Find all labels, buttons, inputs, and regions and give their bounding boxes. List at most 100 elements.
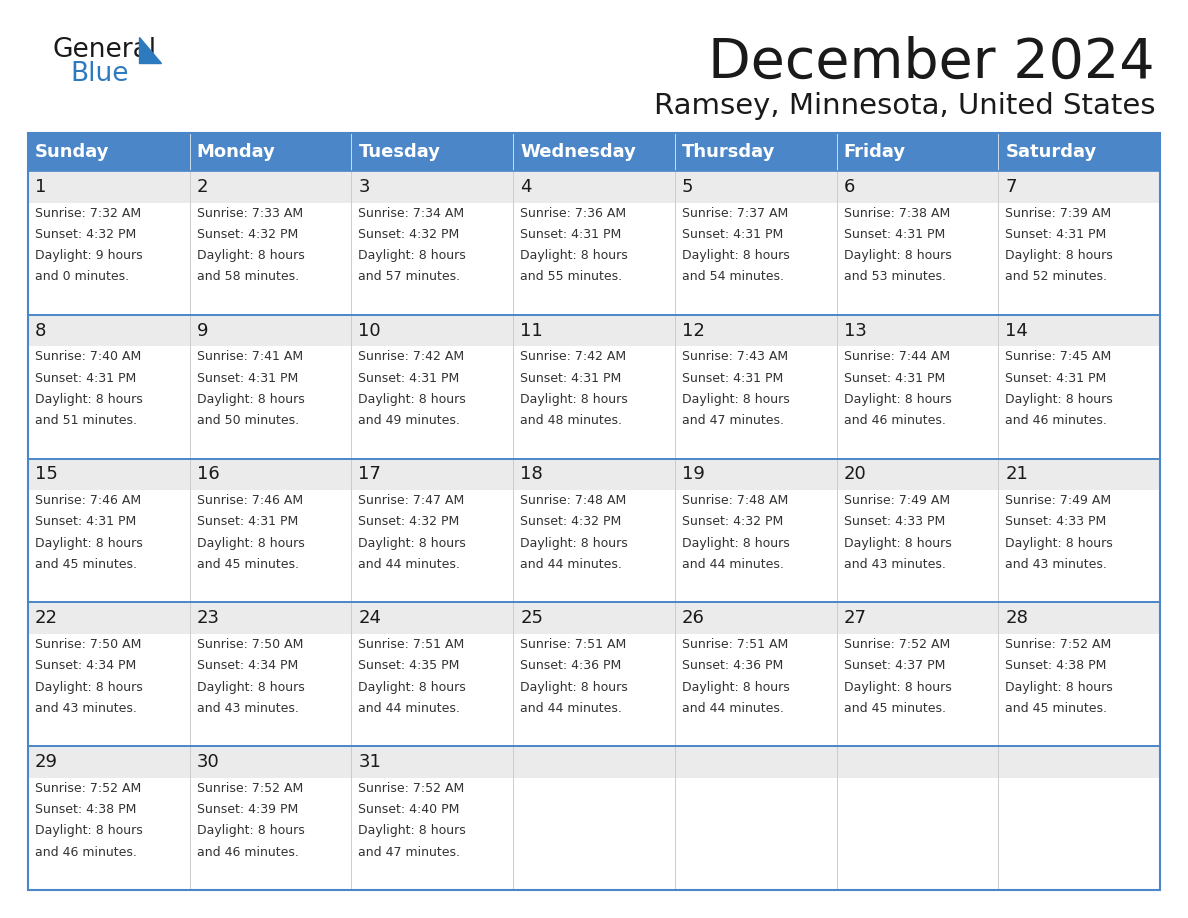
Text: Thursday: Thursday: [682, 143, 776, 161]
Bar: [998, 746, 1159, 890]
Bar: [836, 315, 998, 459]
Bar: [190, 171, 352, 315]
Text: 31: 31: [359, 753, 381, 771]
Text: and 45 minutes.: and 45 minutes.: [843, 701, 946, 715]
Text: and 52 minutes.: and 52 minutes.: [1005, 270, 1107, 284]
Text: 12: 12: [682, 321, 704, 340]
Text: Daylight: 8 hours: Daylight: 8 hours: [359, 393, 466, 406]
Bar: [513, 602, 675, 634]
Text: Sunrise: 7:32 AM: Sunrise: 7:32 AM: [34, 207, 141, 219]
Text: Daylight: 8 hours: Daylight: 8 hours: [197, 249, 304, 263]
Bar: [352, 315, 513, 346]
Bar: [352, 315, 513, 459]
Text: Sunrise: 7:51 AM: Sunrise: 7:51 AM: [682, 638, 788, 651]
Bar: [675, 315, 836, 459]
Bar: [836, 315, 998, 346]
Text: Sunrise: 7:41 AM: Sunrise: 7:41 AM: [197, 351, 303, 364]
Bar: [29, 602, 190, 746]
Bar: [675, 746, 836, 890]
Text: and 51 minutes.: and 51 minutes.: [34, 414, 137, 427]
Bar: [29, 171, 190, 203]
Text: Daylight: 8 hours: Daylight: 8 hours: [843, 393, 952, 406]
Text: Daylight: 8 hours: Daylight: 8 hours: [34, 824, 143, 837]
Text: Ramsey, Minnesota, United States: Ramsey, Minnesota, United States: [653, 92, 1155, 120]
Text: Sunset: 4:38 PM: Sunset: 4:38 PM: [34, 803, 137, 816]
Bar: [998, 459, 1159, 490]
Bar: [29, 746, 190, 778]
Bar: [352, 602, 513, 634]
Text: Sunset: 4:32 PM: Sunset: 4:32 PM: [682, 516, 783, 529]
Text: Daylight: 8 hours: Daylight: 8 hours: [197, 393, 304, 406]
Text: 29: 29: [34, 753, 58, 771]
Bar: [998, 602, 1159, 634]
Text: Sunrise: 7:49 AM: Sunrise: 7:49 AM: [843, 494, 949, 508]
Text: 28: 28: [1005, 610, 1028, 627]
Bar: [190, 133, 352, 171]
Text: Wednesday: Wednesday: [520, 143, 636, 161]
Text: 5: 5: [682, 178, 694, 196]
Bar: [836, 459, 998, 602]
Text: and 55 minutes.: and 55 minutes.: [520, 270, 623, 284]
Text: 15: 15: [34, 465, 58, 484]
Text: and 47 minutes.: and 47 minutes.: [682, 414, 784, 427]
Text: and 46 minutes.: and 46 minutes.: [197, 845, 298, 858]
Bar: [836, 171, 998, 315]
Text: Sunrise: 7:50 AM: Sunrise: 7:50 AM: [197, 638, 303, 651]
Bar: [836, 171, 998, 203]
Text: 10: 10: [359, 321, 381, 340]
Text: Sunset: 4:31 PM: Sunset: 4:31 PM: [34, 372, 137, 385]
Text: Sunset: 4:31 PM: Sunset: 4:31 PM: [682, 228, 783, 241]
Text: Sunset: 4:37 PM: Sunset: 4:37 PM: [843, 659, 944, 672]
Bar: [29, 746, 190, 890]
Text: Daylight: 8 hours: Daylight: 8 hours: [1005, 537, 1113, 550]
Bar: [675, 602, 836, 746]
Bar: [998, 171, 1159, 203]
Text: and 44 minutes.: and 44 minutes.: [520, 701, 623, 715]
Bar: [513, 459, 675, 602]
Text: 23: 23: [197, 610, 220, 627]
Text: Sunset: 4:32 PM: Sunset: 4:32 PM: [520, 516, 621, 529]
Bar: [836, 133, 998, 171]
Text: 9: 9: [197, 321, 208, 340]
Text: December 2024: December 2024: [708, 36, 1155, 90]
Bar: [190, 315, 352, 346]
Text: Sunrise: 7:44 AM: Sunrise: 7:44 AM: [843, 351, 949, 364]
Bar: [352, 459, 513, 490]
Text: Sunrise: 7:42 AM: Sunrise: 7:42 AM: [359, 351, 465, 364]
Text: Daylight: 8 hours: Daylight: 8 hours: [1005, 249, 1113, 263]
Text: and 48 minutes.: and 48 minutes.: [520, 414, 623, 427]
Text: Sunset: 4:31 PM: Sunset: 4:31 PM: [1005, 228, 1106, 241]
Bar: [352, 746, 513, 778]
Bar: [675, 171, 836, 315]
Bar: [836, 602, 998, 746]
Text: Monday: Monday: [197, 143, 276, 161]
Text: and 47 minutes.: and 47 minutes.: [359, 845, 461, 858]
Text: Daylight: 8 hours: Daylight: 8 hours: [197, 537, 304, 550]
Text: and 50 minutes.: and 50 minutes.: [197, 414, 299, 427]
Text: Sunrise: 7:40 AM: Sunrise: 7:40 AM: [34, 351, 141, 364]
Text: 4: 4: [520, 178, 532, 196]
Text: and 46 minutes.: and 46 minutes.: [843, 414, 946, 427]
Text: and 44 minutes.: and 44 minutes.: [359, 558, 460, 571]
Text: Daylight: 8 hours: Daylight: 8 hours: [682, 537, 790, 550]
Text: Sunrise: 7:45 AM: Sunrise: 7:45 AM: [1005, 351, 1112, 364]
Text: Daylight: 8 hours: Daylight: 8 hours: [359, 537, 466, 550]
Text: Tuesday: Tuesday: [359, 143, 441, 161]
Text: Sunset: 4:39 PM: Sunset: 4:39 PM: [197, 803, 298, 816]
Text: 27: 27: [843, 610, 866, 627]
Text: Daylight: 8 hours: Daylight: 8 hours: [1005, 393, 1113, 406]
Text: Daylight: 9 hours: Daylight: 9 hours: [34, 249, 143, 263]
Bar: [352, 602, 513, 746]
Bar: [352, 171, 513, 315]
Text: Daylight: 8 hours: Daylight: 8 hours: [520, 680, 628, 693]
Text: Sunrise: 7:52 AM: Sunrise: 7:52 AM: [843, 638, 950, 651]
Text: General: General: [52, 37, 156, 63]
Text: Sunrise: 7:48 AM: Sunrise: 7:48 AM: [520, 494, 626, 508]
Text: Daylight: 8 hours: Daylight: 8 hours: [34, 537, 143, 550]
Text: Sunrise: 7:49 AM: Sunrise: 7:49 AM: [1005, 494, 1112, 508]
Text: Sunset: 4:31 PM: Sunset: 4:31 PM: [843, 228, 944, 241]
Text: and 43 minutes.: and 43 minutes.: [843, 558, 946, 571]
Bar: [29, 602, 190, 634]
Bar: [998, 459, 1159, 602]
Text: Sunset: 4:31 PM: Sunset: 4:31 PM: [1005, 372, 1106, 385]
